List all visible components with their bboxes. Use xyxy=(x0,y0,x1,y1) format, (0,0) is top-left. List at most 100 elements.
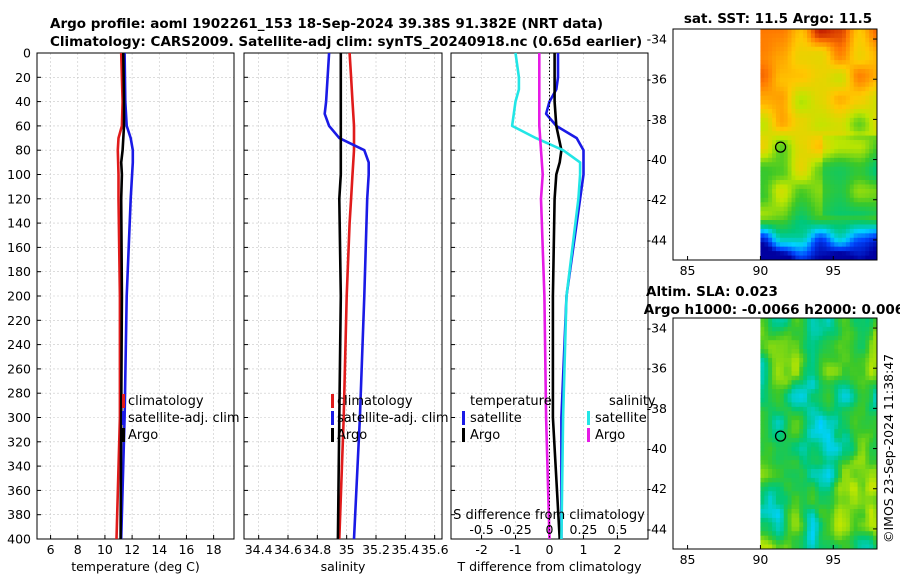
map-cell xyxy=(803,211,808,216)
map-cell xyxy=(869,522,874,528)
map-cell xyxy=(869,51,874,57)
map-cell xyxy=(838,148,843,154)
map-cell xyxy=(822,420,827,426)
map-cell xyxy=(768,237,773,243)
map-cell xyxy=(826,220,831,225)
map-cell xyxy=(803,122,808,128)
map-cell xyxy=(849,411,855,417)
map-cell xyxy=(810,384,816,390)
map-cell xyxy=(768,486,773,492)
map-cell xyxy=(826,224,831,230)
map-cell xyxy=(791,331,796,337)
map-cell xyxy=(814,473,820,479)
map-cell xyxy=(772,237,777,243)
map-cell xyxy=(873,473,878,479)
map-cell xyxy=(803,95,808,101)
map-cell xyxy=(795,491,800,497)
map-cell xyxy=(814,33,820,39)
map-cell xyxy=(873,442,878,448)
map-cell xyxy=(768,162,773,168)
map-cell xyxy=(775,228,781,234)
map-cell xyxy=(764,335,769,341)
map-cell xyxy=(791,322,796,328)
map-cell xyxy=(795,104,800,110)
map-cell xyxy=(807,397,812,403)
map-cell xyxy=(807,46,812,52)
map-cell xyxy=(783,211,789,216)
map-cell xyxy=(803,455,808,461)
map-cell xyxy=(783,331,789,337)
map-cell xyxy=(764,402,769,408)
x-tick-label: 10 xyxy=(97,542,113,557)
map-cell xyxy=(814,500,820,505)
map-cell xyxy=(849,68,855,74)
map-cell xyxy=(787,126,792,132)
map-cell xyxy=(873,362,878,368)
map-cell xyxy=(826,491,831,497)
map-cell xyxy=(869,117,874,123)
map-cell xyxy=(783,357,789,363)
map-cell xyxy=(760,464,765,470)
map-cell xyxy=(873,91,878,97)
map-cell xyxy=(775,86,781,92)
map-cell xyxy=(849,420,855,426)
map-cell xyxy=(810,126,816,132)
x-tick-label: 16 xyxy=(178,542,194,557)
map-cell xyxy=(838,51,843,57)
map-cell xyxy=(830,495,835,501)
map-cell xyxy=(807,437,812,443)
map-cell xyxy=(842,157,847,163)
map-cell xyxy=(818,42,823,48)
map-cell xyxy=(845,91,851,97)
map-cell xyxy=(803,424,808,430)
map-cell xyxy=(826,535,831,541)
map-cell xyxy=(822,517,827,523)
map-cell xyxy=(807,117,812,123)
map-cell xyxy=(803,153,808,159)
map-cell xyxy=(830,171,835,176)
map-cell xyxy=(830,491,835,497)
map-cell xyxy=(822,393,827,399)
map-cell xyxy=(760,202,765,208)
map-cell xyxy=(834,180,839,185)
map-cell xyxy=(838,113,843,119)
map-cell xyxy=(873,540,878,545)
x-tick-label: 18 xyxy=(206,542,222,557)
map-cell xyxy=(783,166,789,172)
map-cell xyxy=(783,82,789,88)
map-cell xyxy=(822,406,827,412)
map-cell xyxy=(857,117,862,123)
map-cell xyxy=(822,335,827,341)
map-cell xyxy=(799,464,804,470)
map-cell xyxy=(873,60,878,65)
map-cell xyxy=(814,211,820,216)
map-cell xyxy=(768,166,773,172)
map-cell xyxy=(818,540,823,545)
map-cell xyxy=(826,433,831,439)
map-cell xyxy=(783,531,789,537)
map-cell xyxy=(764,148,769,154)
map-cell xyxy=(842,451,847,457)
map-cell xyxy=(845,197,851,203)
map-cell xyxy=(849,82,855,88)
map-cell xyxy=(803,384,808,390)
map-cell xyxy=(779,175,785,181)
map-cell xyxy=(822,117,827,123)
map-cell xyxy=(810,144,816,150)
map-cell xyxy=(830,460,835,465)
map-cell xyxy=(772,402,777,408)
map-cell xyxy=(838,366,843,372)
map-cell xyxy=(849,33,855,39)
map-cell xyxy=(861,326,866,332)
map-cell xyxy=(775,184,781,190)
map-cell xyxy=(842,255,847,261)
x-tick-label: 34.8 xyxy=(303,542,331,557)
map-cell xyxy=(787,73,792,79)
map-cell xyxy=(834,157,839,163)
map-cell xyxy=(818,153,823,159)
map-cell xyxy=(826,122,831,128)
map-cell xyxy=(822,166,827,172)
map-cell xyxy=(795,251,800,256)
map-cell xyxy=(857,242,862,248)
